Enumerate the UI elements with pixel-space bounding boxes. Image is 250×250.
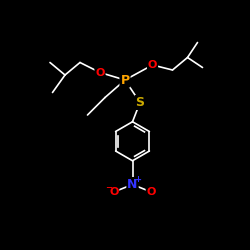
Text: +: + [134,174,141,184]
Text: −: − [105,183,112,192]
Text: O: O [148,60,157,70]
Text: S: S [136,96,144,109]
Text: N: N [127,178,138,191]
Text: O: O [95,68,105,78]
Text: P: P [120,74,130,86]
Text: O: O [109,187,118,197]
Text: O: O [146,187,156,197]
